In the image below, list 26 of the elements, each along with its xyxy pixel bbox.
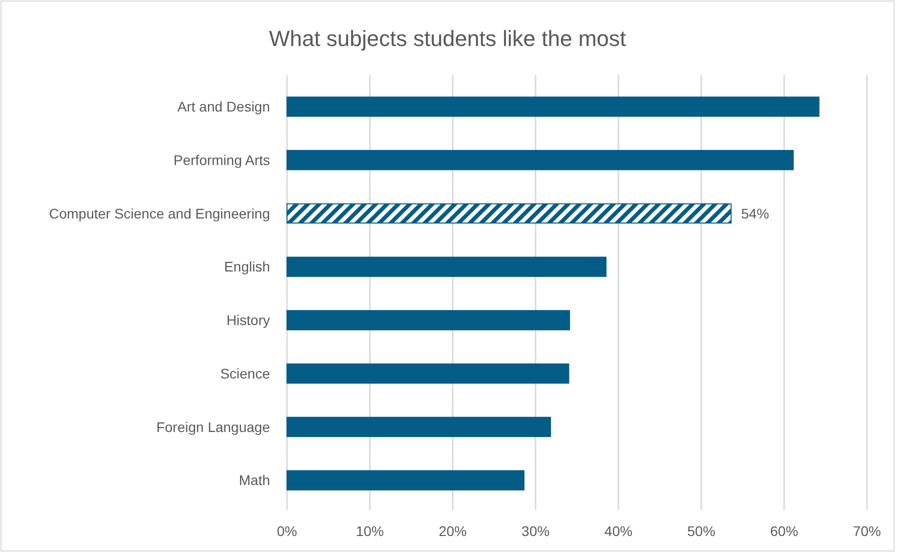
y-tick-label: Science [220,365,270,382]
x-tick-label: 60% [770,523,798,539]
bar [286,470,524,490]
x-tick-label: 50% [687,523,716,539]
bar [286,96,820,117]
y-tick-label: Computer Science and Engineering [48,205,270,222]
bar [286,363,570,384]
bar [286,310,570,330]
y-tick-label: Math [238,472,270,488]
x-tick-label: 70% [852,523,882,539]
bar [286,203,732,224]
y-tick-label: Foreign Language [156,418,270,435]
y-tick-label: Performing Arts [174,152,270,168]
bar [286,150,794,170]
bar [286,256,606,277]
chart-title: What subjects students like the most [268,26,626,51]
y-tick-label: Art and Design [177,98,270,115]
y-tick-label: History [226,312,270,328]
x-tick-label: 10% [356,523,384,539]
x-tick-label: 0% [276,523,298,539]
x-tick-label: 30% [522,523,550,539]
x-tick-label: 20% [438,523,467,539]
y-tick-label: English [224,258,270,275]
data-label: 54% [741,205,770,222]
x-tick-label: 40% [604,523,632,539]
bar [286,416,551,438]
